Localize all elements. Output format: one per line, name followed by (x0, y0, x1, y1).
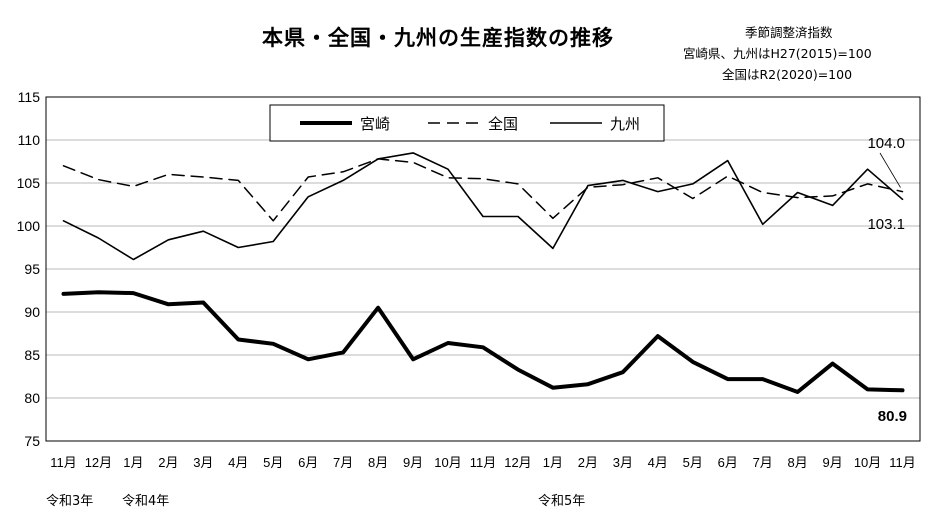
index-note-line3: 全国はR2(2020)=100 (722, 67, 853, 82)
x-tick-label: 4月 (648, 455, 668, 470)
annotation-leader (879, 152, 901, 188)
annotation-kyushu-latest: 103.1 (867, 216, 905, 233)
x-tick-label: 9月 (403, 455, 423, 470)
x-tick-label: 11月 (889, 455, 916, 470)
x-tick-label: 10月 (854, 455, 881, 470)
x-tick-label: 3月 (193, 455, 213, 470)
x-tick-label: 12月 (504, 455, 531, 470)
annotation-zenkoku-latest: 104.0 (867, 135, 905, 152)
legend-label-3: 九州 (610, 115, 640, 133)
x-tick-label: 6月 (298, 455, 318, 470)
x-tick-label: 5月 (263, 455, 283, 470)
series-line-2 (62, 158, 904, 222)
x-tick-label: 1月 (543, 455, 563, 470)
x-tick-label: 8月 (788, 455, 808, 470)
series-line-1 (61, 290, 905, 394)
y-tick-label: 75 (24, 433, 40, 449)
y-tick-label: 115 (18, 89, 41, 105)
x-tick-label: 11月 (470, 455, 497, 470)
legend-label-2: 全国 (488, 115, 518, 133)
x-tick-label: 2月 (578, 455, 598, 470)
x-tick-label: 8月 (368, 455, 388, 470)
x-tick-label: 10月 (434, 455, 461, 470)
x-tick-label: 7月 (753, 455, 773, 470)
era-label-reiwa4: 令和4年 (122, 494, 170, 509)
x-tick-label: 12月 (85, 455, 112, 470)
x-tick-label: 1月 (123, 455, 143, 470)
x-tick-label: 9月 (822, 455, 842, 470)
y-tick-label: 85 (24, 347, 40, 363)
x-tick-label: 2月 (158, 455, 178, 470)
index-note-line1: 季節調整済指数 (745, 25, 833, 40)
x-tick-label: 4月 (228, 455, 248, 470)
chart-title: 本県・全国・九州の生産指数の推移 (262, 26, 614, 50)
y-tick-label: 80 (24, 390, 40, 406)
x-tick-label: 11月 (50, 455, 77, 470)
series-line-3 (62, 152, 904, 261)
x-tick-label: 5月 (683, 455, 703, 470)
legend-label-1: 宮崎 (360, 115, 390, 133)
x-tick-label: 7月 (333, 455, 353, 470)
y-tick-label: 95 (24, 261, 40, 277)
y-tick-label: 90 (24, 304, 40, 320)
y-tick-label: 105 (17, 175, 41, 191)
era-label-reiwa5: 令和5年 (538, 494, 586, 509)
x-tick-label: 3月 (613, 455, 633, 470)
era-label-reiwa3: 令和3年 (46, 494, 94, 509)
y-tick-label: 100 (17, 218, 41, 234)
x-tick-label: 6月 (718, 455, 738, 470)
y-tick-label: 110 (18, 132, 41, 148)
index-note-line2: 宮崎県、九州はH27(2015)=100 (683, 46, 872, 61)
annotation-miyazaki-latest: 80.9 (878, 408, 907, 425)
plot-frame (45, 96, 921, 442)
